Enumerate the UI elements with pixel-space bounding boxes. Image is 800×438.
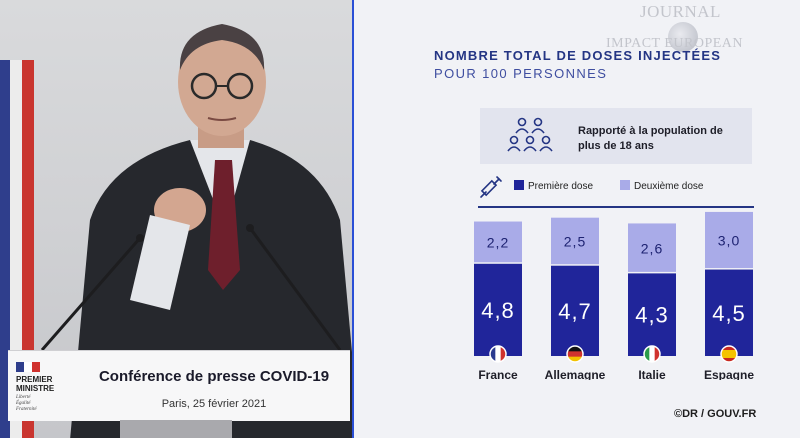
chart-legend: Première dose Deuxième dose <box>478 174 754 198</box>
legend-swatch-first <box>514 180 524 190</box>
label-first-dose-france: 4,8 <box>481 298 515 323</box>
label-second-dose-italie: 2,6 <box>641 240 663 256</box>
germany-flag-icon <box>566 345 584 363</box>
lectern-motto: Liberté Égalité Fraternité <box>16 395 37 412</box>
bar-first-dose-france <box>474 263 522 356</box>
bar-first-dose-italie <box>628 273 676 356</box>
label-first-dose-espagne: 4,5 <box>712 301 746 326</box>
syringe-icon <box>480 176 502 198</box>
category-label-allemagne: Allemagne <box>545 368 606 380</box>
category-label-espagne: Espagne <box>704 368 754 380</box>
italy-flag-icon <box>643 345 661 363</box>
bar-second-dose-allemagne <box>551 217 599 265</box>
doses-bar-chart: 2,2 4,8 France 2,5 4,7 Allemagne 2,6 4,3 Italie 3… <box>474 211 754 380</box>
infographic-title: NOMBRE TOTAL DE DOSES INJECTÉES <box>434 48 722 63</box>
label-first-dose-allemagne: 4,7 <box>558 299 592 324</box>
bar-first-dose-allemagne <box>551 265 599 356</box>
label-second-dose-france: 2,2 <box>487 235 509 251</box>
premier-ministre-logo: PREMIER MINISTRE Liberté Égalité Fratern… <box>16 362 66 413</box>
category-label-france: France <box>478 368 518 380</box>
lectern-org-name: PREMIER MINISTRE <box>16 375 55 393</box>
legend-swatch-second <box>620 180 630 190</box>
label-second-dose-allemagne: 2,5 <box>564 234 586 250</box>
marianne-flag-icon <box>16 362 40 372</box>
legend-underline <box>478 206 754 208</box>
panel-divider <box>352 0 354 438</box>
category-label-italie: Italie <box>638 368 666 380</box>
infographic-subtitle: POUR 100 PERSONNES <box>434 66 608 81</box>
population-note-box <box>480 108 752 164</box>
france-flag-icon <box>489 345 507 363</box>
people-group-icon <box>507 117 553 152</box>
bar-second-dose-italie <box>628 223 676 272</box>
watermark-line1: JOURNAL <box>640 2 721 21</box>
globe-icon <box>668 22 698 52</box>
bar-second-dose-france <box>474 221 522 263</box>
bar-second-dose-espagne <box>705 211 753 269</box>
video-panel: PREMIER MINISTRE Liberté Égalité Fratern… <box>0 0 352 438</box>
legend-item-second-dose: Deuxième dose <box>620 180 703 192</box>
lectern-stand <box>120 420 232 438</box>
legend-item-first-dose: Première dose <box>514 180 593 192</box>
photo-credit: ©DR / GOUV.FR <box>674 408 757 420</box>
lectern-title: Conférence de presse COVID-19 <box>98 368 330 385</box>
label-first-dose-italie: 4,3 <box>635 303 669 328</box>
spain-flag-icon <box>720 345 738 363</box>
bar-first-dose-espagne <box>705 269 753 356</box>
population-note: Rapporté à la population de plus de 18 a… <box>578 125 723 152</box>
lectern-banner <box>8 350 350 421</box>
label-second-dose-espagne: 3,0 <box>718 233 740 249</box>
watermark-line2: IMPACT EUROPEAN <box>606 36 744 51</box>
french-flag <box>0 60 34 438</box>
lectern-date: Paris, 25 février 2021 <box>161 398 267 410</box>
